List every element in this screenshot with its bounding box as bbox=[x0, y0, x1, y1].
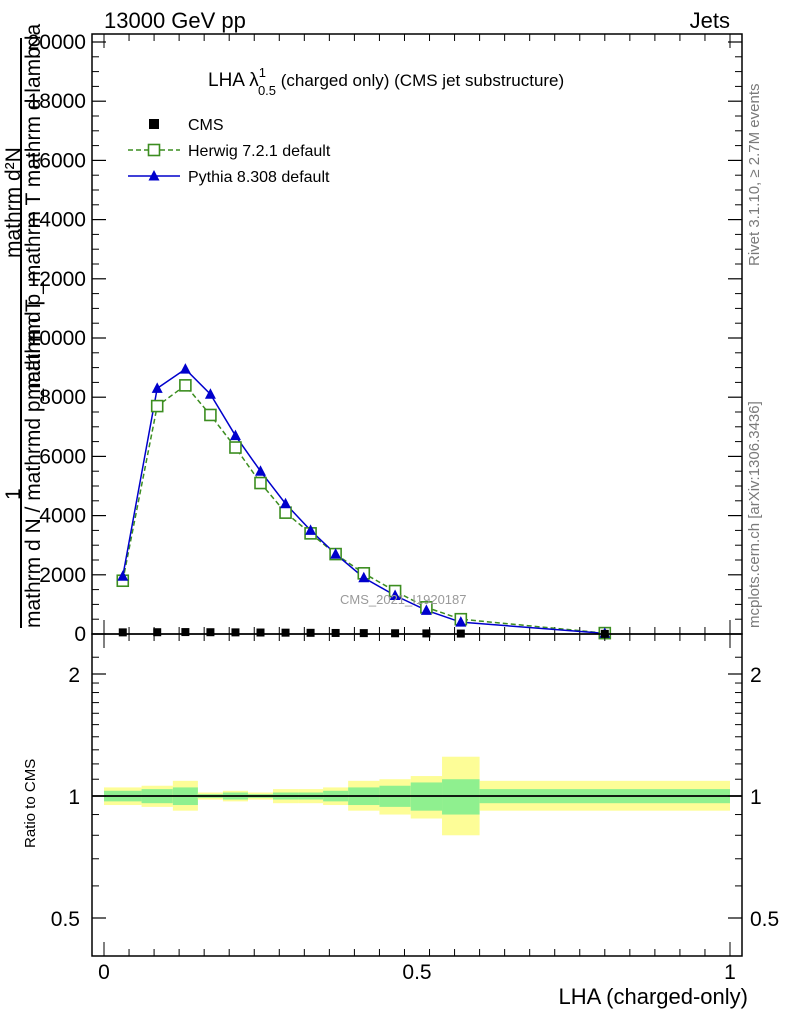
cms-point bbox=[206, 628, 215, 637]
cms-point bbox=[306, 628, 315, 637]
y-tick-label: 6000 bbox=[39, 445, 86, 468]
legend-marker-herwig bbox=[147, 143, 161, 157]
y-tick-label: 4000 bbox=[39, 505, 86, 528]
legend-label: CMS bbox=[188, 117, 224, 134]
pythia-point bbox=[420, 604, 432, 615]
main-panel: 0 2000 4000 6000 8000 10000 12000 14000 16000 180… bbox=[28, 31, 743, 646]
pythia-point bbox=[389, 589, 401, 601]
cms-point bbox=[256, 628, 265, 637]
y-tick-label: 20000 bbox=[28, 31, 86, 54]
y-tick-label: 8000 bbox=[39, 386, 86, 409]
y-tick-label: 18000 bbox=[28, 90, 86, 113]
legend: CMS Herwig 7.2.1 default Pythia 8.308 defa… bbox=[128, 117, 331, 186]
cms-point bbox=[118, 628, 127, 637]
ratio-panel: 0.5 0.5 1 1 2 2 0 0.5 1 bbox=[51, 633, 779, 984]
analysis-watermark: CMS_2021_I1920187 bbox=[340, 592, 467, 607]
rivet-version-label: Rivet 3.1.10, ≥ 2.7M events bbox=[746, 83, 763, 267]
herwig-point bbox=[150, 399, 164, 413]
x-tick-label: 1 bbox=[724, 961, 736, 984]
y-tick-label: 10000 bbox=[28, 327, 86, 350]
plot-title: LHA λ1 0.5 (charged only) (CMS jet substr… bbox=[208, 65, 564, 98]
pythia-point bbox=[358, 571, 370, 583]
pythia-point bbox=[229, 429, 241, 441]
y-tick-label: 12000 bbox=[28, 268, 86, 291]
y-tick-label: 2000 bbox=[39, 564, 86, 587]
herwig-point bbox=[204, 408, 217, 422]
herwig-point bbox=[179, 379, 192, 392]
cms-point bbox=[331, 628, 340, 637]
ratio-y-tick-label: 0.5 bbox=[51, 908, 80, 931]
ratio-frame bbox=[91, 633, 743, 957]
x-axis-label: LHA (charged-only) bbox=[558, 984, 748, 1009]
legend-marker-pythia bbox=[148, 170, 160, 181]
cms-point bbox=[231, 628, 240, 637]
pythia-point bbox=[179, 363, 191, 374]
pythia-point bbox=[117, 570, 129, 581]
legend-marker-cms bbox=[149, 119, 159, 129]
ratio-axis-ticks: 0.5 0.5 1 1 2 2 0 0.5 1 bbox=[51, 634, 779, 984]
ratio-y-tick-label-right: 0.5 bbox=[750, 908, 779, 931]
pythia-point bbox=[330, 548, 342, 559]
ratio-y-tick-label: 1 bbox=[68, 786, 80, 809]
pythia-point bbox=[151, 382, 163, 393]
pythia-point bbox=[305, 524, 317, 535]
pythia-point bbox=[455, 616, 467, 627]
ratio-y-tick-label-right: 2 bbox=[750, 664, 762, 687]
main-series bbox=[116, 363, 612, 640]
ratio-y-tick-label-right: 1 bbox=[750, 786, 762, 809]
main-ylabel-rule bbox=[20, 38, 22, 628]
main-ylabel-normalisation: mathrm d N / mathrmd p_mathrm T bbox=[22, 299, 45, 628]
cms-point bbox=[359, 629, 368, 638]
legend-label: Herwig 7.2.1 default bbox=[188, 143, 331, 160]
legend-entry-herwig: Herwig 7.2.1 default bbox=[128, 143, 331, 160]
ratio-y-tick-label: 2 bbox=[68, 664, 80, 687]
herwig-point bbox=[254, 476, 267, 490]
cms-point bbox=[153, 628, 162, 637]
cms-point bbox=[281, 628, 290, 637]
ratio-ylabel: Ratio to CMS bbox=[22, 758, 39, 848]
legend-entry-cms: CMS bbox=[149, 117, 224, 134]
cms-point bbox=[181, 628, 190, 637]
x-tick-label: 0.5 bbox=[402, 961, 431, 984]
mcplots-reference-label: mcplots.cern.ch [arXiv:1306.3436] bbox=[746, 401, 763, 628]
pythia-point bbox=[255, 465, 266, 476]
legend-entry-pythia: Pythia 8.308 default bbox=[128, 169, 330, 186]
herwig-point bbox=[229, 441, 242, 454]
main-axis-ticks: 0 2000 4000 6000 8000 10000 12000 14000 16000 180… bbox=[28, 31, 742, 646]
header-category-label: Jets bbox=[689, 8, 730, 33]
y-tick-label: 14000 bbox=[28, 209, 86, 232]
pythia-point bbox=[280, 497, 292, 509]
y-tick-label: 16000 bbox=[28, 149, 86, 172]
pythia-point bbox=[204, 388, 216, 399]
legend-label: Pythia 8.308 default bbox=[188, 169, 330, 186]
header-process-label: 13000 GeV pp bbox=[104, 8, 246, 33]
y-tick-label: 0 bbox=[74, 623, 86, 646]
x-tick-label: 0 bbox=[98, 961, 110, 984]
herwig-point bbox=[279, 506, 292, 519]
